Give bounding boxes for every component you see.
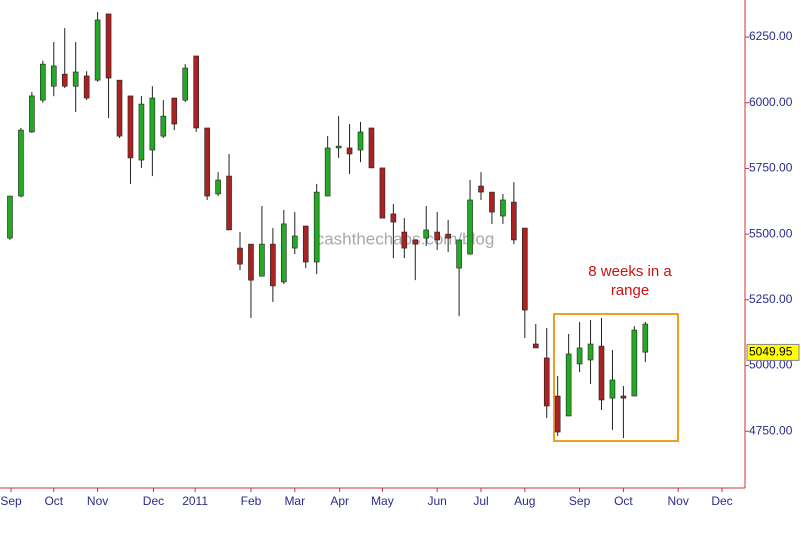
- candle-body: [105, 13, 112, 79]
- candle-body: [445, 233, 451, 239]
- x-tick-label: Oct: [44, 494, 63, 508]
- x-tick-label: Sep: [0, 494, 22, 508]
- candle-body: [237, 247, 243, 265]
- y-tick-label: 6000.00: [749, 95, 793, 109]
- annotation: 8 weeks in a range: [588, 263, 672, 299]
- candle-body: [478, 185, 484, 193]
- x-tick-label: Dec: [711, 494, 732, 508]
- candle-body: [379, 167, 386, 219]
- candle-body: [620, 395, 627, 399]
- x-tick-label: Apr: [330, 494, 349, 508]
- candle-body: [401, 231, 408, 249]
- candle-body: [587, 343, 594, 361]
- x-tick-label: May: [371, 494, 394, 508]
- candle-body: [511, 201, 517, 241]
- x-tick-label: Sep: [569, 494, 591, 508]
- candle-body: [83, 75, 90, 99]
- candle-body: [291, 235, 298, 249]
- candle-body: [313, 191, 320, 263]
- y-tick-label: 5250.00: [749, 292, 793, 306]
- x-tick-label: Dec: [143, 494, 164, 508]
- x-tick-label: 2011: [182, 494, 208, 508]
- candle-body: [543, 357, 550, 407]
- candle-body: [182, 67, 189, 101]
- candle-body: [149, 97, 156, 151]
- candle-body: [193, 55, 199, 129]
- candle-body: [127, 95, 134, 159]
- x-tick-label: Feb: [241, 494, 262, 508]
- candle-body: [412, 239, 419, 245]
- last-price-box: [746, 343, 800, 361]
- candle-body: [281, 223, 287, 283]
- candle-body: [576, 347, 583, 365]
- candle-body: [204, 127, 210, 197]
- candle-body: [215, 179, 221, 195]
- candle-body: [61, 73, 68, 87]
- candle-body: [631, 329, 638, 397]
- x-tick-label: Jul: [473, 494, 488, 508]
- candle-body: [532, 343, 539, 349]
- x-tick-label: Oct: [614, 494, 633, 508]
- x-tick-label: Nov: [668, 494, 689, 508]
- x-tick-label: Jun: [428, 494, 447, 508]
- candle-body: [554, 395, 561, 433]
- candle-body: [116, 79, 123, 137]
- last-price-label: 5049.95: [749, 345, 793, 359]
- candle-body: [642, 323, 649, 353]
- x-tick-label: Aug: [514, 494, 535, 508]
- candle-body: [324, 147, 331, 197]
- candle-body: [248, 243, 254, 281]
- candle-body: [357, 131, 364, 151]
- candle-body: [565, 353, 572, 417]
- candle-body: [489, 191, 495, 213]
- candle-body: [346, 147, 353, 155]
- candle-body: [270, 243, 276, 287]
- candle-body: [171, 97, 178, 125]
- candle-body: [434, 231, 440, 241]
- candle-body: [18, 129, 24, 197]
- x-tick-label: Nov: [87, 494, 108, 508]
- candle-body: [335, 145, 342, 149]
- candle-body: [500, 199, 506, 217]
- candle-body: [467, 199, 473, 255]
- candle-body: [72, 71, 79, 87]
- y-tick-label: 5000.00: [749, 358, 793, 372]
- candle-body: [609, 379, 616, 399]
- candle-body: [456, 239, 462, 269]
- range-box: [553, 313, 679, 442]
- candle-body: [40, 63, 46, 101]
- x-tick-label: Mar: [284, 494, 305, 508]
- candle-body: [94, 19, 101, 81]
- candle-body: [259, 243, 265, 277]
- candle-body: [29, 95, 35, 133]
- candle-body: [302, 225, 309, 263]
- annotation-box: 8 weeks in a range: [588, 263, 672, 299]
- candle-body: [368, 127, 375, 169]
- candle-body: [226, 175, 232, 231]
- candle-body: [423, 229, 430, 239]
- candle-body: [50, 65, 57, 87]
- candle-body: [598, 345, 605, 401]
- candle-body: [138, 103, 145, 161]
- candle-body: [522, 227, 528, 311]
- candle-body: [7, 195, 13, 239]
- y-tick-label: 6250.00: [749, 29, 793, 43]
- y-tick-label: 5750.00: [749, 161, 793, 175]
- y-tick-label: 5500.00: [749, 226, 793, 240]
- candle-body: [390, 213, 397, 223]
- candle-body: [160, 115, 167, 137]
- y-tick-label: 4750.00: [749, 423, 793, 437]
